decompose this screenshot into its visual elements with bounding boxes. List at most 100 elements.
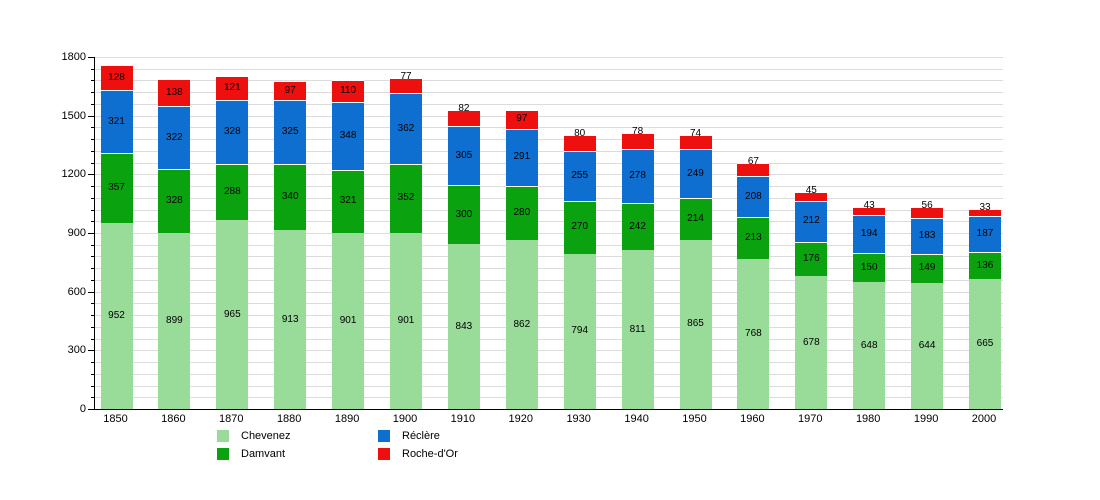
legend-swatch-damvant (217, 448, 229, 460)
y-axis-tick (91, 256, 94, 258)
bar-value-label: 278 (629, 169, 646, 181)
x-axis-label: 1920 (508, 413, 534, 425)
legend-column-1: Chevenez Damvant (217, 429, 378, 461)
bar-value-label: 300 (455, 208, 473, 220)
bar-value-label: 74 (689, 127, 702, 139)
x-axis-label: 1880 (276, 413, 302, 425)
x-axis-label: 1910 (450, 413, 476, 425)
y-axis-tick (91, 397, 94, 399)
bar-segment-r-cl-re-1880 (274, 100, 307, 164)
gridline (95, 350, 1003, 352)
x-axis-label: 1930 (566, 413, 591, 425)
bar-value-label: 862 (513, 318, 531, 330)
gridline (95, 209, 1003, 211)
bar-1960: 768 213 208 67 (737, 57, 770, 409)
bar-segment-roche-d-or-1940 (621, 133, 654, 149)
bar-segment-chevenez-1930 (563, 253, 596, 409)
bar-segment-damvant-1890 (332, 170, 365, 233)
bar-segment-chevenez-1890 (332, 232, 365, 409)
bar-value-label: 110 (340, 85, 357, 97)
gridline (95, 197, 1003, 199)
x-axis-label: 1870 (219, 413, 244, 425)
bar-segment-r-cl-re-2000 (969, 215, 1001, 253)
y-axis-tick (88, 409, 94, 410)
bar-segment-r-cl-re-1890 (332, 101, 365, 171)
y-axis-tick (91, 80, 94, 82)
y-axis-tick-label: 900 (67, 227, 86, 239)
y-axis-tick (91, 92, 94, 94)
legend-item-reclere: Réclère (378, 429, 458, 443)
bar-segment-r-cl-re-1920 (505, 128, 538, 186)
bar-segment-chevenez-2000 (969, 278, 1001, 409)
bar-segment-damvant-1880 (274, 163, 307, 231)
bar-segment-roche-d-or-1900 (390, 78, 422, 94)
y-axis-tick (91, 279, 94, 281)
legend-swatch-chevenez (217, 430, 229, 442)
y-axis-tick (91, 209, 94, 211)
bar-segment-damvant-1910 (447, 185, 480, 245)
x-axis-label: 1940 (624, 413, 649, 425)
y-axis-tick (91, 139, 94, 141)
gridline (95, 103, 1003, 105)
bar-segment-roche-d-or-1880 (274, 81, 307, 101)
y-axis-tick (91, 362, 94, 364)
y-axis-tick-label: 600 (67, 285, 86, 298)
bar-segment-r-cl-re-1900 (390, 93, 422, 164)
bar-segment-r-cl-re-1930 (563, 151, 596, 201)
legend-label-chevenez: Chevenez (241, 429, 291, 442)
bar-segment-damvant-1860 (158, 169, 191, 234)
gridline (95, 139, 1003, 141)
bar-segment-chevenez-1940 (621, 250, 654, 409)
x-axis-label: 1860 (161, 413, 186, 425)
bar-segment-damvant-1900 (390, 163, 422, 233)
y-axis-tick (91, 268, 94, 270)
y-axis-tick (91, 244, 94, 246)
y-axis-tick (91, 326, 94, 328)
bar-segment-chevenez-1960 (737, 258, 770, 409)
bar-segment-r-cl-re-1940 (621, 148, 654, 204)
bar-value-label: 794 (571, 325, 589, 337)
bar-segment-r-cl-re-1860 (158, 106, 191, 170)
bar-value-label: 97 (516, 113, 528, 125)
legend-label-damvant: Damvant (241, 447, 286, 460)
bar-value-label: 183 (918, 230, 936, 242)
y-axis-tick-label: 300 (67, 344, 86, 357)
bar-value-label: 255 (571, 169, 589, 181)
bar-value-label: 82 (458, 102, 470, 114)
plot-area: 952 357 321 128 899 328 322 138 965 288 328 121 913 3… (94, 57, 1003, 410)
bar-value-label: 33 (979, 202, 991, 214)
bar-value-label: 212 (802, 215, 820, 227)
y-axis-tick (91, 385, 94, 387)
gridline (95, 385, 1003, 387)
bar-value-label: 136 (976, 259, 994, 271)
x-axis-label: 1980 (855, 413, 881, 425)
gridline (95, 221, 1003, 223)
gridline (95, 57, 1003, 58)
bar-value-label: 214 (687, 212, 704, 224)
bar-segment-damvant-1920 (505, 185, 538, 241)
legend-item-chevenez: Chevenez (217, 429, 378, 443)
bar-1870: 965 288 328 121 (216, 57, 249, 409)
bar-value-label: 43 (863, 199, 875, 211)
bar-1970: 678 176 212 45 (795, 57, 828, 409)
bar-segment-r-cl-re-1850 (100, 90, 133, 153)
y-axis-tick (91, 103, 94, 105)
y-axis-tick-label: 0 (79, 403, 86, 415)
x-axis-label: 1990 (913, 413, 939, 425)
bar-value-label: 322 (166, 131, 183, 143)
bar-value-label: 965 (223, 308, 241, 320)
bar-value-label: 249 (687, 167, 704, 179)
bar-value-label: 213 (745, 231, 762, 243)
bar-1850: 952 357 321 128 (100, 57, 133, 409)
y-axis-tick-label: 1800 (61, 51, 86, 63)
bar-value-label: 280 (513, 207, 531, 219)
bar-segment-r-cl-re-1990 (911, 218, 944, 254)
gridline (95, 303, 1003, 305)
legend-item-roche-d-or: Roche-d'Or (378, 447, 458, 461)
gridline (95, 338, 1003, 340)
bar-1890: 901 321 348 110 (332, 57, 365, 409)
bar-value-label: 340 (281, 191, 299, 203)
gridline (95, 373, 1003, 375)
bar-value-label: 78 (632, 126, 644, 138)
bar-segment-damvant-1990 (911, 253, 944, 284)
